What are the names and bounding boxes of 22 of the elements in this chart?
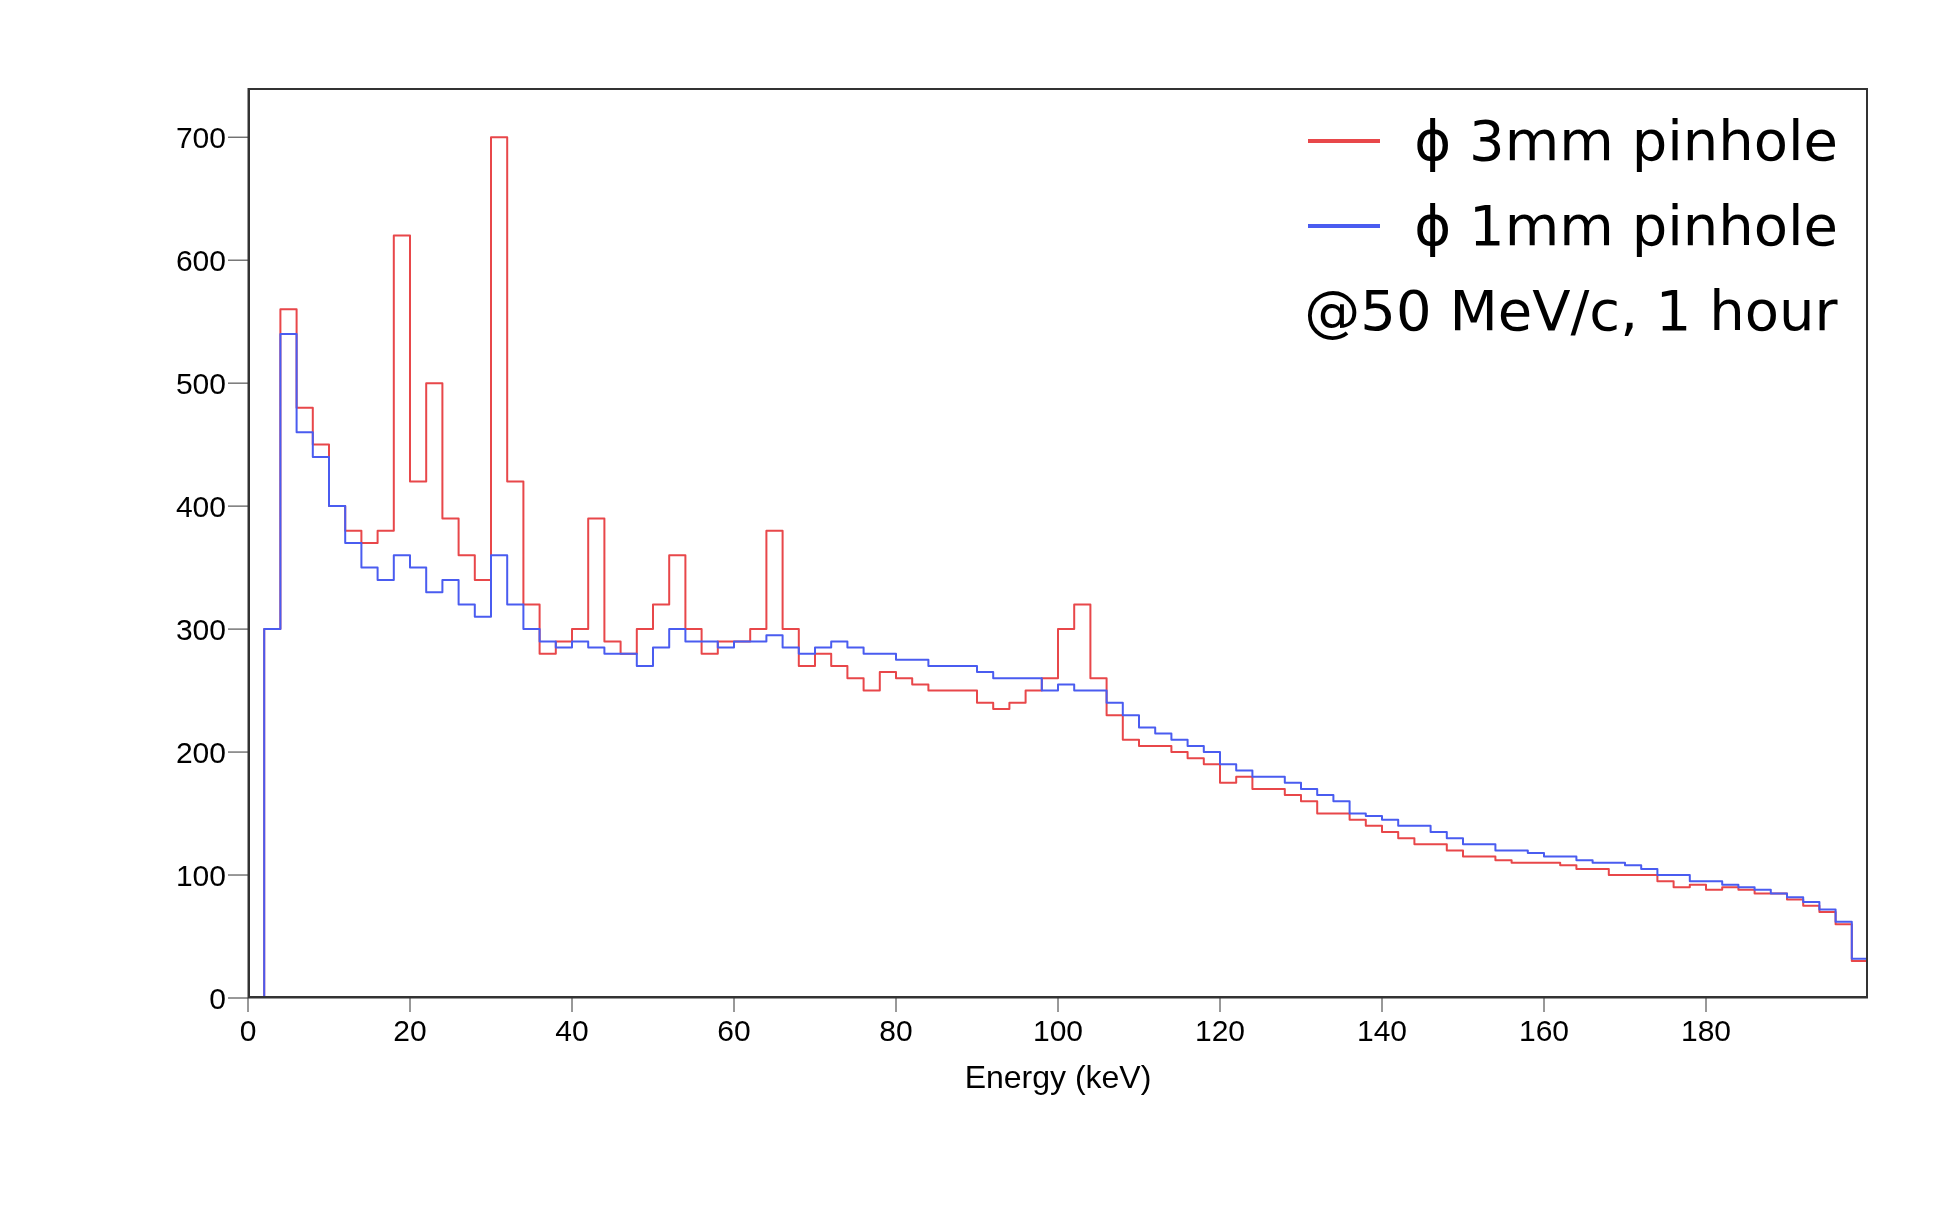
x-tick-label: 180 (1680, 1014, 1732, 1048)
x-tick-label: 40 (555, 1014, 589, 1048)
y-tick-label: 100 (175, 858, 226, 892)
x-tick-label: 120 (1194, 1014, 1246, 1048)
x-axis-title: Energy (keV) (964, 1059, 1152, 1095)
x-tick-label: 140 (1356, 1014, 1408, 1048)
x-tick-label: 80 (879, 1014, 913, 1048)
y-tick-label: 300 (175, 612, 226, 646)
x-tick-label: 60 (717, 1014, 751, 1048)
x-tick-label: 160 (1518, 1014, 1570, 1048)
y-tick-label: 700 (175, 120, 226, 154)
x-tick-label: 100 (1032, 1014, 1084, 1048)
y-tick-label: 500 (175, 366, 226, 400)
legend-label: ϕ 3mm pinhole (1414, 108, 1838, 173)
y-tick-label: 200 (175, 735, 226, 769)
y-tick-label: 600 (175, 243, 226, 277)
y-tick-label: 0 (209, 981, 226, 1015)
x-tick-label: 0 (239, 1014, 257, 1048)
legend-label: ϕ 1mm pinhole (1414, 193, 1838, 258)
annotation: @50 MeV/c, 1 hour (1304, 278, 1838, 343)
x-tick-label: 20 (393, 1014, 427, 1048)
y-tick-label: 400 (175, 489, 226, 523)
